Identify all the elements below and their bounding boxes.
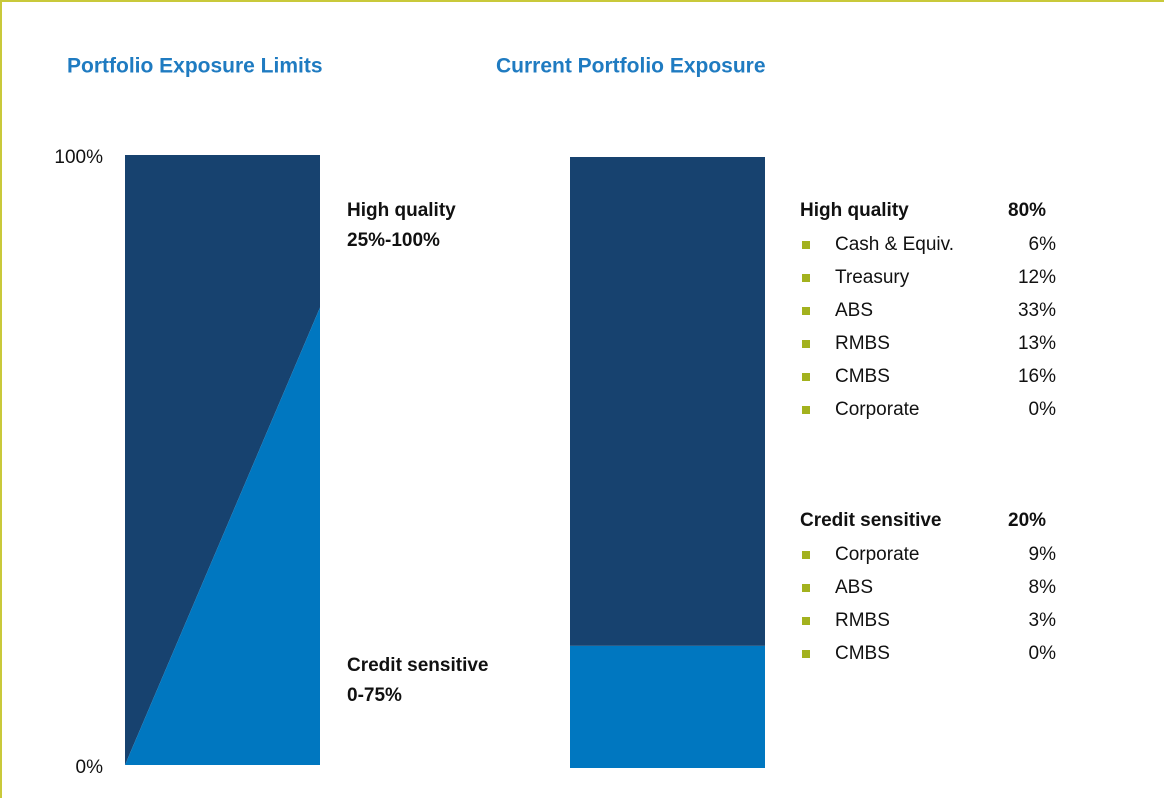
item-name: Corporate [835,399,920,420]
bullet [802,406,810,414]
bullet [802,617,810,625]
item-name: CMBS [835,643,890,664]
bullet [802,650,810,658]
y-tick-label: 0% [76,757,104,778]
item-value: 6% [1029,234,1057,255]
bar-segment [570,157,765,646]
item-name: CMBS [835,366,890,387]
bullet [802,274,810,282]
item-name: Cash & Equiv. [835,234,954,255]
item-value: 0% [1029,399,1057,420]
bullet [802,340,810,348]
item-value: 3% [1029,610,1057,631]
segment-range: 25%-100% [347,230,440,251]
legend-header: Credit sensitive [800,510,942,531]
item-name: Treasury [835,267,910,288]
title-limits: Portfolio Exposure Limits [67,55,323,78]
item-value: 8% [1029,577,1057,598]
segment-name: Credit sensitive [347,655,489,676]
item-name: ABS [835,300,873,321]
item-value: 33% [1018,300,1056,321]
bullet [802,551,810,559]
item-name: ABS [835,577,873,598]
item-name: RMBS [835,610,890,631]
title-current: Current Portfolio Exposure [496,55,766,78]
bullet [802,584,810,592]
bullet [802,373,810,381]
legend-total: 20% [1008,510,1046,531]
credit-sensitive-area [125,307,320,765]
item-value: 16% [1018,366,1056,387]
item-name: RMBS [835,333,890,354]
legend-header: High quality [800,200,909,221]
bullet [802,307,810,315]
bullet [802,241,810,249]
item-value: 13% [1018,333,1056,354]
legend-total: 80% [1008,200,1046,221]
y-tick-label: 100% [54,147,103,168]
segment-name: High quality [347,200,456,221]
bar-segment [570,645,765,768]
segment-range: 0-75% [347,685,402,706]
high-quality-area [125,155,320,765]
item-name: Corporate [835,544,920,565]
item-value: 12% [1018,267,1056,288]
item-value: 0% [1029,643,1057,664]
item-value: 9% [1029,544,1057,565]
